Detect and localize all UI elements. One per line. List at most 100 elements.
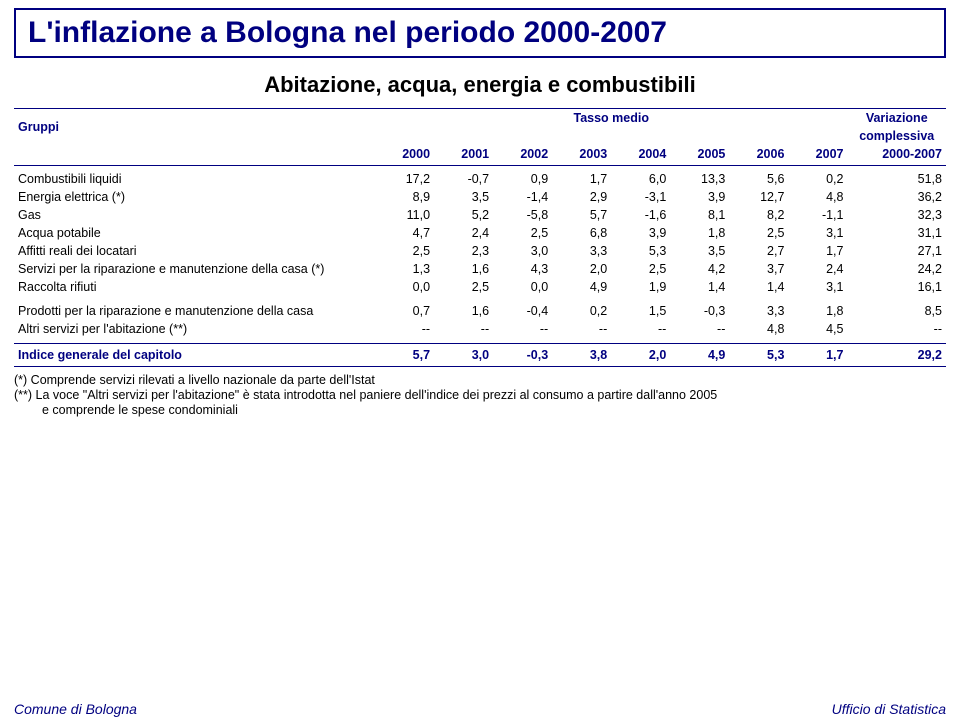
cell-value: -- (611, 320, 670, 338)
table-row: Prodotti per la riparazione e manutenzio… (14, 302, 946, 320)
subtitle: Abitazione, acqua, energia e combustibil… (0, 72, 960, 98)
cell-value: -- (375, 320, 434, 338)
cell-value: 0,0 (493, 278, 552, 296)
data-table: Gruppi Tasso medio Variazione complessiv… (14, 108, 946, 367)
cell-value: 2,5 (434, 278, 493, 296)
cell-value: 36,2 (847, 188, 946, 206)
col-year: 2006 (729, 145, 788, 166)
cell-value: 1,4 (729, 278, 788, 296)
cell-value: 3,0 (493, 242, 552, 260)
cell-value: 0,2 (788, 170, 847, 188)
cell-value: 5,3 (729, 344, 788, 367)
col-groups: Gruppi (14, 109, 375, 146)
table-row: Acqua potabile4,72,42,56,83,91,82,53,131… (14, 224, 946, 242)
page-title: L'inflazione a Bologna nel periodo 2000-… (28, 16, 932, 50)
col-variazione-2: complessiva (847, 127, 946, 145)
cell-value: 2,7 (729, 242, 788, 260)
cell-value: 3,8 (552, 344, 611, 367)
col-year: 2003 (552, 145, 611, 166)
cell-value: 2,5 (729, 224, 788, 242)
row-label: Prodotti per la riparazione e manutenzio… (14, 302, 375, 320)
cell-value: 4,3 (493, 260, 552, 278)
cell-value: -- (670, 320, 729, 338)
col-var-years: 2000-2007 (847, 145, 946, 166)
cell-value: -1,6 (611, 206, 670, 224)
table-row: Affitti reali dei locatari2,52,33,03,35,… (14, 242, 946, 260)
cell-value: 31,1 (847, 224, 946, 242)
cell-value: -0,3 (670, 302, 729, 320)
cell-value: 51,8 (847, 170, 946, 188)
cell-value: 1,7 (552, 170, 611, 188)
cell-value: -1,1 (788, 206, 847, 224)
cell-value: 29,2 (847, 344, 946, 367)
cell-value: -5,8 (493, 206, 552, 224)
cell-value: 8,1 (670, 206, 729, 224)
footnote: e comprende le spese condominiali (42, 403, 946, 417)
cell-value: 32,3 (847, 206, 946, 224)
row-label: Raccolta rifiuti (14, 278, 375, 296)
cell-value: 17,2 (375, 170, 434, 188)
cell-value: 3,0 (434, 344, 493, 367)
cell-value: -0,3 (493, 344, 552, 367)
cell-value: 0,9 (493, 170, 552, 188)
col-year: 2007 (788, 145, 847, 166)
cell-value: 4,8 (788, 188, 847, 206)
cell-value: 3,9 (611, 224, 670, 242)
cell-value: 3,1 (788, 278, 847, 296)
table-row: Indice generale del capitolo5,73,0-0,33,… (14, 344, 946, 367)
cell-value: 16,1 (847, 278, 946, 296)
cell-value: 8,2 (729, 206, 788, 224)
cell-value: 2,9 (552, 188, 611, 206)
row-label: Indice generale del capitolo (14, 344, 375, 367)
cell-value: 4,7 (375, 224, 434, 242)
table-row: Altri servizi per l'abitazione (**)-----… (14, 320, 946, 338)
cell-value: -3,1 (611, 188, 670, 206)
cell-value: 2,5 (493, 224, 552, 242)
cell-value: 6,0 (611, 170, 670, 188)
cell-value: 5,2 (434, 206, 493, 224)
cell-value: 5,3 (611, 242, 670, 260)
cell-value: 2,0 (611, 344, 670, 367)
cell-value: 27,1 (847, 242, 946, 260)
table-body: Combustibili liquidi17,2-0,70,91,76,013,… (14, 166, 946, 367)
cell-value: 2,4 (788, 260, 847, 278)
table-row: Servizi per la riparazione e manutenzion… (14, 260, 946, 278)
cell-value: 1,6 (434, 302, 493, 320)
cell-value: 1,4 (670, 278, 729, 296)
cell-value: 24,2 (847, 260, 946, 278)
footer-left: Comune di Bologna (14, 701, 137, 717)
cell-value: 12,7 (729, 188, 788, 206)
cell-value: 5,7 (375, 344, 434, 367)
cell-value: 4,9 (552, 278, 611, 296)
footer-right: Ufficio di Statistica (832, 701, 946, 717)
cell-value: 2,3 (434, 242, 493, 260)
row-label: Affitti reali dei locatari (14, 242, 375, 260)
cell-value: 3,5 (434, 188, 493, 206)
cell-value: 1,6 (434, 260, 493, 278)
cell-value: 3,3 (729, 302, 788, 320)
col-tasso-medio: Tasso medio (375, 109, 848, 128)
col-year: 2002 (493, 145, 552, 166)
cell-value: 1,8 (670, 224, 729, 242)
cell-value: -0,4 (493, 302, 552, 320)
cell-value: 13,3 (670, 170, 729, 188)
cell-value: -- (493, 320, 552, 338)
cell-value: 2,5 (375, 242, 434, 260)
cell-value: 8,9 (375, 188, 434, 206)
cell-value: 11,0 (375, 206, 434, 224)
row-label: Combustibili liquidi (14, 170, 375, 188)
row-label: Energia elettrica (*) (14, 188, 375, 206)
cell-value: 6,8 (552, 224, 611, 242)
col-year: 2001 (434, 145, 493, 166)
cell-value: 1,7 (788, 242, 847, 260)
cell-value: -- (434, 320, 493, 338)
cell-value: 1,7 (788, 344, 847, 367)
footnotes: (*) Comprende servizi rilevati a livello… (14, 373, 946, 417)
title-box: L'inflazione a Bologna nel periodo 2000-… (14, 8, 946, 58)
table-row: Gas11,05,2-5,85,7-1,68,18,2-1,132,3 (14, 206, 946, 224)
row-label: Servizi per la riparazione e manutenzion… (14, 260, 375, 278)
cell-value: 3,1 (788, 224, 847, 242)
data-table-wrap: Gruppi Tasso medio Variazione complessiv… (14, 108, 946, 367)
cell-value: 0,7 (375, 302, 434, 320)
cell-value: 1,8 (788, 302, 847, 320)
